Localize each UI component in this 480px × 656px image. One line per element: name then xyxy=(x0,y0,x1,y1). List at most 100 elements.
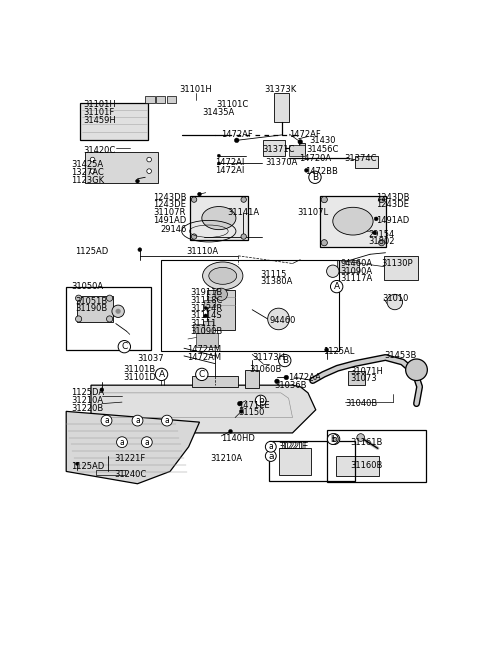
Text: 1472AM: 1472AM xyxy=(187,353,221,362)
Circle shape xyxy=(192,197,197,202)
Text: 31453B: 31453B xyxy=(384,352,416,360)
Text: 31911B: 31911B xyxy=(190,288,222,297)
Text: 1123GK: 1123GK xyxy=(71,176,104,185)
Ellipse shape xyxy=(333,207,373,235)
Bar xyxy=(80,102,148,140)
Polygon shape xyxy=(66,411,200,483)
Text: A: A xyxy=(158,370,165,379)
Circle shape xyxy=(321,197,327,203)
Circle shape xyxy=(75,462,79,465)
Bar xyxy=(190,195,248,240)
Text: 31374C: 31374C xyxy=(345,154,377,163)
Circle shape xyxy=(324,348,328,352)
Text: 31107L: 31107L xyxy=(297,208,328,217)
Text: 1491AD: 1491AD xyxy=(376,216,409,225)
Text: 1243DB: 1243DB xyxy=(153,193,187,201)
Text: 31040B: 31040B xyxy=(345,399,377,408)
Bar xyxy=(278,448,311,474)
Bar xyxy=(245,370,259,388)
Text: 14720A: 14720A xyxy=(299,154,331,163)
Text: A: A xyxy=(334,282,340,291)
Bar xyxy=(269,441,355,481)
Text: 94460A: 94460A xyxy=(340,259,372,268)
Bar xyxy=(337,260,359,272)
Circle shape xyxy=(217,154,220,157)
Text: 31150: 31150 xyxy=(238,408,264,417)
Text: 31221F: 31221F xyxy=(281,442,309,451)
Text: b: b xyxy=(258,396,264,405)
Text: 31221F: 31221F xyxy=(278,442,307,451)
Circle shape xyxy=(265,441,276,452)
Text: 31370A: 31370A xyxy=(265,158,298,167)
Text: 1472AI: 1472AI xyxy=(215,158,244,167)
Circle shape xyxy=(278,354,291,367)
Circle shape xyxy=(275,379,279,384)
Text: 31114S: 31114S xyxy=(190,311,222,320)
Circle shape xyxy=(90,157,95,162)
Text: 1243DB: 1243DB xyxy=(376,193,410,201)
Text: 31240C: 31240C xyxy=(114,470,146,479)
Circle shape xyxy=(118,340,131,353)
Text: 31111: 31111 xyxy=(190,319,216,328)
Circle shape xyxy=(117,437,127,447)
Circle shape xyxy=(379,197,385,203)
Bar xyxy=(96,470,125,474)
Text: 31141A: 31141A xyxy=(227,208,259,217)
Text: 31073: 31073 xyxy=(350,375,377,383)
Text: a: a xyxy=(104,416,109,425)
Circle shape xyxy=(284,375,288,380)
Bar xyxy=(85,152,158,182)
Circle shape xyxy=(107,295,113,301)
Text: 31101D: 31101D xyxy=(123,373,156,382)
Text: 31101H: 31101H xyxy=(179,85,212,94)
Polygon shape xyxy=(91,385,316,433)
Text: 31051B: 31051B xyxy=(75,297,108,306)
Bar xyxy=(336,456,379,476)
Ellipse shape xyxy=(203,262,243,290)
Bar xyxy=(207,290,235,330)
Text: 1472AF: 1472AF xyxy=(221,129,252,138)
Text: 31210A: 31210A xyxy=(71,396,103,405)
Circle shape xyxy=(379,239,385,246)
Circle shape xyxy=(357,434,365,441)
Text: 31425A: 31425A xyxy=(71,160,103,169)
Circle shape xyxy=(329,434,340,445)
Text: B: B xyxy=(282,356,288,365)
Text: 31090B: 31090B xyxy=(190,327,222,336)
Text: C: C xyxy=(121,342,128,351)
Text: 31010: 31010 xyxy=(383,295,409,303)
Circle shape xyxy=(75,316,82,322)
Text: C: C xyxy=(199,370,205,379)
Ellipse shape xyxy=(209,268,237,284)
Circle shape xyxy=(100,388,104,392)
Text: 31221F: 31221F xyxy=(114,455,145,464)
Text: 31060B: 31060B xyxy=(249,365,281,374)
Text: 31420C: 31420C xyxy=(83,146,116,155)
Circle shape xyxy=(135,179,139,183)
Bar xyxy=(66,287,152,350)
Circle shape xyxy=(156,368,168,380)
Text: 31220B: 31220B xyxy=(71,403,103,413)
Circle shape xyxy=(309,171,321,184)
Text: a: a xyxy=(135,416,140,425)
Text: a: a xyxy=(268,442,273,451)
Text: 1125DA: 1125DA xyxy=(71,388,104,398)
Text: 31071H: 31071H xyxy=(350,367,384,376)
Circle shape xyxy=(162,415,172,426)
Text: B: B xyxy=(312,173,318,182)
Circle shape xyxy=(204,306,207,310)
Bar xyxy=(77,296,113,322)
Text: 1472AI: 1472AI xyxy=(215,166,244,174)
Text: 31373K: 31373K xyxy=(265,85,297,94)
Circle shape xyxy=(330,281,343,293)
Text: 31130P: 31130P xyxy=(382,259,413,268)
Circle shape xyxy=(234,138,239,142)
Bar xyxy=(289,145,305,155)
Text: 1491AD: 1491AD xyxy=(153,216,186,225)
Bar xyxy=(145,96,155,104)
Bar xyxy=(161,260,339,350)
Text: 1125AD: 1125AD xyxy=(75,247,109,256)
Circle shape xyxy=(112,305,124,318)
Circle shape xyxy=(240,409,243,413)
Text: 1472AM: 1472AM xyxy=(187,345,221,354)
